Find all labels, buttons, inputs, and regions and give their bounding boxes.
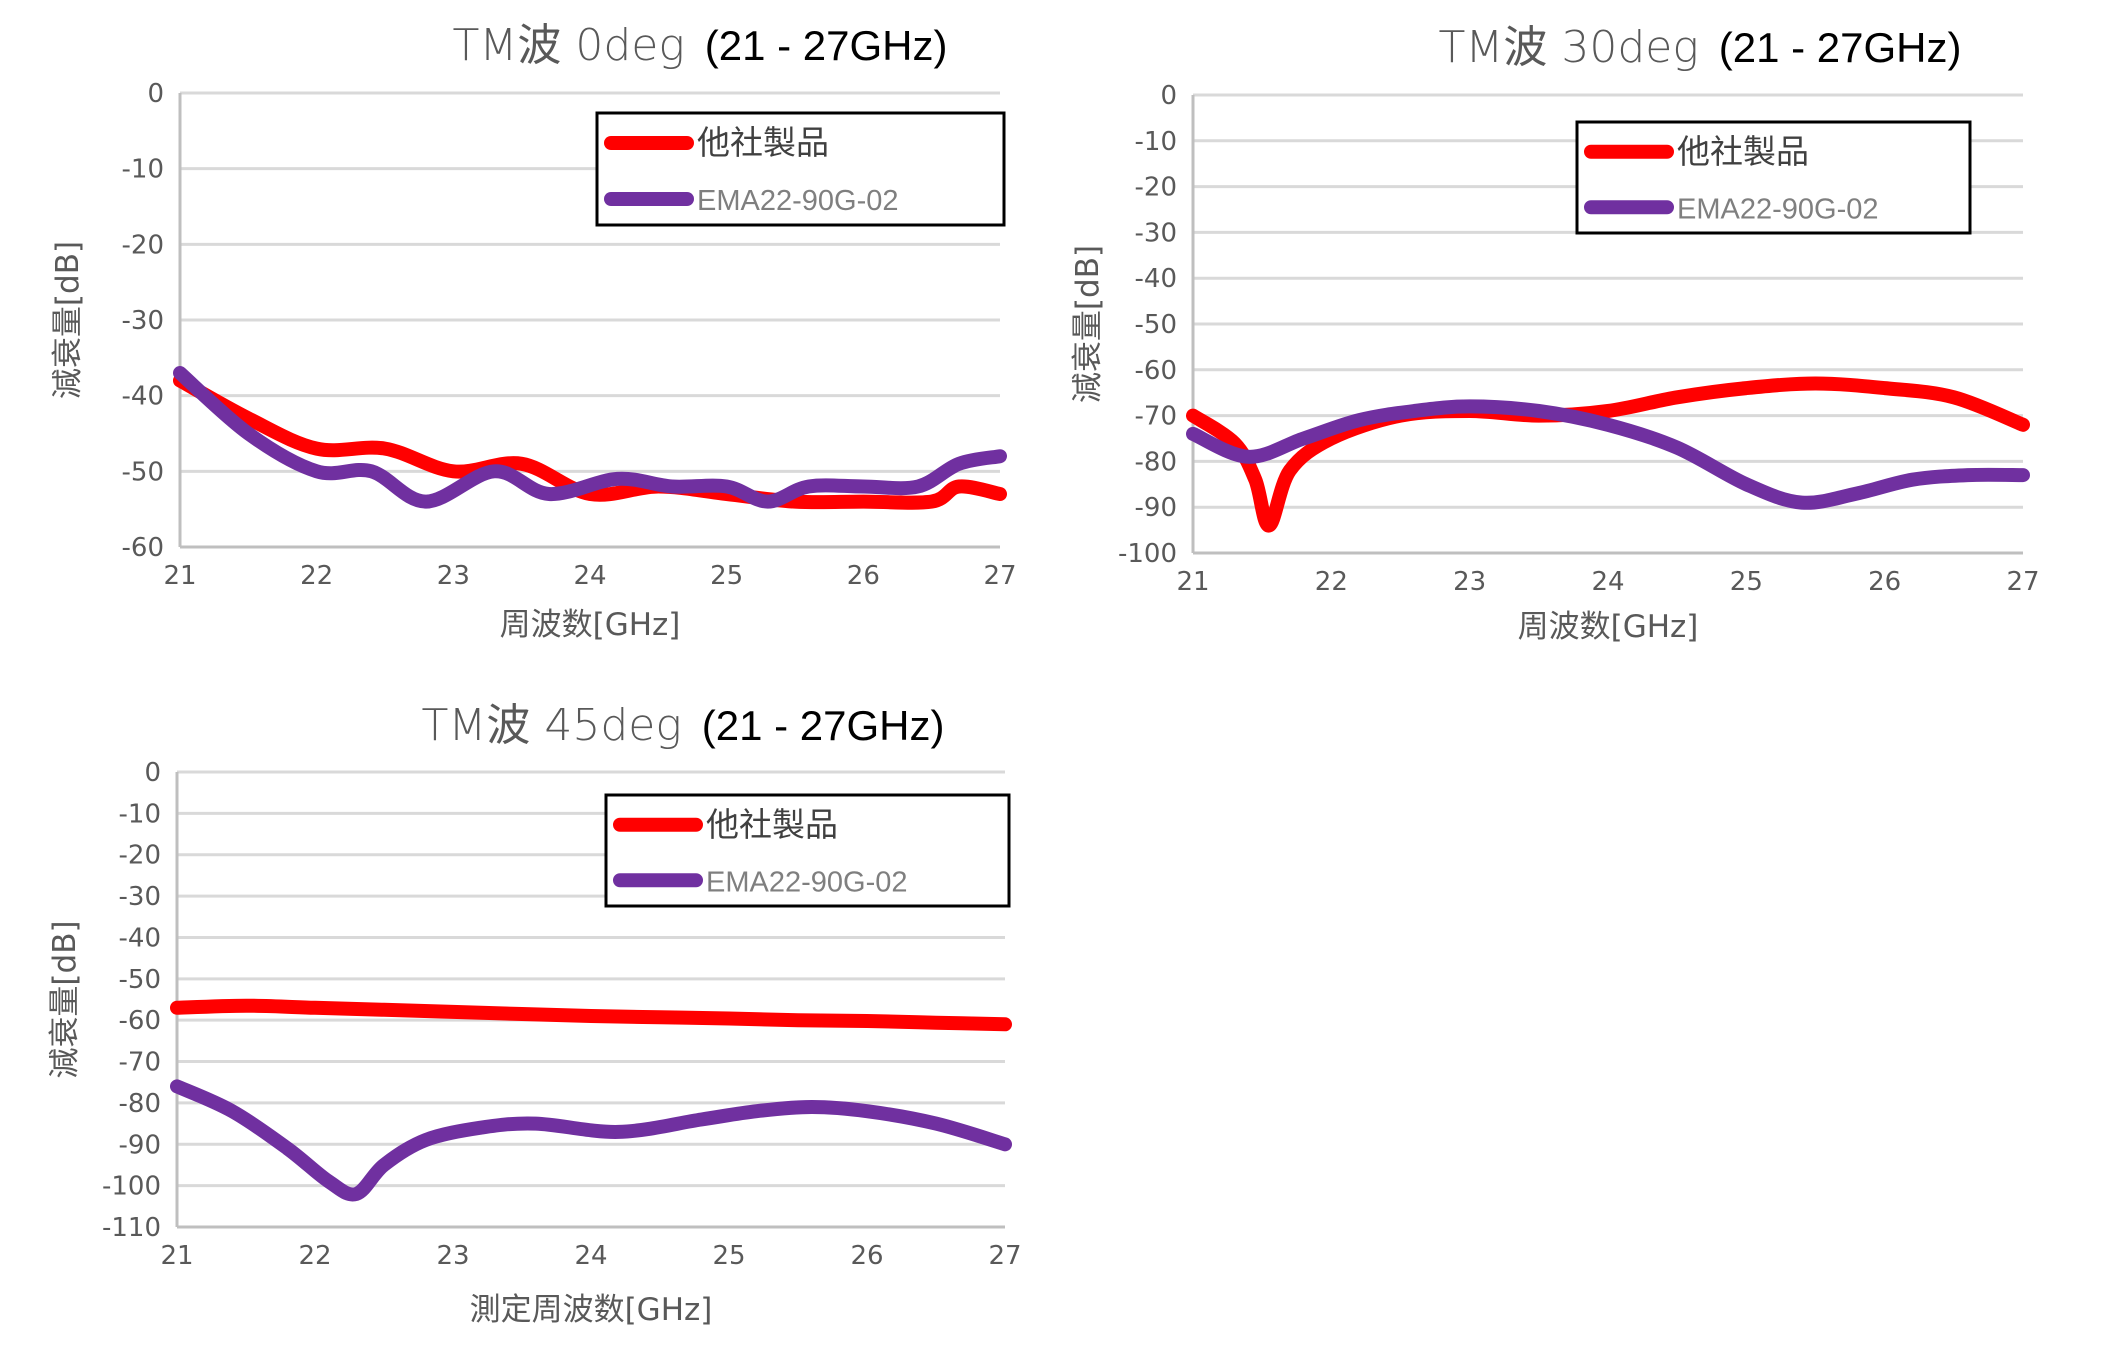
legend-label-2: EMA22-90G-02 [697, 185, 899, 217]
series-line-1 [1186, 376, 2030, 533]
y-tick-label: -30 [119, 882, 161, 912]
y-tick-label: -20 [119, 841, 161, 871]
x-tick-label: 25 [712, 1241, 745, 1271]
x-axis-label: 周波数[GHz] [1518, 609, 1699, 645]
y-tick-label: 0 [144, 758, 161, 788]
chart-tm-0deg: TM波 0deg (21 - 27GHz)0-10-20-30-40-50-602… [50, 20, 1017, 643]
chart-title-range: (21 - 27GHz) [705, 22, 948, 69]
y-axis-label: 減衰量[dB] [50, 241, 86, 399]
chart-title-main: TM波 30deg [1439, 22, 1699, 73]
x-tick-label: 26 [850, 1241, 883, 1271]
x-tick-label: 24 [573, 561, 606, 591]
chart-title: TM波 45deg (21 - 27GHz) [422, 700, 945, 751]
y-tick-label: -110 [102, 1213, 161, 1243]
chart-title: TM波 0deg (21 - 27GHz) [453, 20, 948, 71]
legend-label-2: EMA22-90G-02 [706, 866, 908, 898]
chart-title-main: TM波 0deg [453, 20, 685, 71]
x-tick-label: 24 [574, 1241, 607, 1271]
y-tick-label: -30 [1135, 218, 1177, 248]
y-tick-label: -60 [1135, 356, 1177, 386]
x-tick-label: 24 [1591, 567, 1624, 597]
x-tick-label: 21 [163, 561, 196, 591]
y-tick-label: -20 [1135, 173, 1177, 203]
x-tick-label: 27 [988, 1241, 1021, 1271]
x-tick-label: 22 [300, 561, 333, 591]
y-tick-label: -10 [122, 155, 164, 185]
legend-label-1: 他社製品 [697, 123, 829, 162]
x-tick-label: 21 [160, 1241, 193, 1271]
legend-box [1575, 120, 1972, 235]
x-tick-label: 27 [2006, 567, 2039, 597]
chart-tm-45deg: TM波 45deg (21 - 27GHz) 0 -10 -20 -30 -40 -50 -60… [47, 700, 1022, 1328]
x-tick-label: 26 [1868, 567, 1901, 597]
y-tick-label: 0 [1160, 81, 1177, 111]
y-tick-label: -30 [122, 306, 164, 336]
legend-label-1: 他社製品 [706, 805, 838, 844]
x-tick-label: 23 [1453, 567, 1486, 597]
y-tick-label: -100 [1118, 539, 1177, 569]
y-tick-label: -100 [102, 1172, 161, 1202]
y-tick-label: -70 [119, 1048, 161, 1078]
x-tick-label: 23 [436, 1241, 469, 1271]
x-tick-label: 21 [1176, 567, 1209, 597]
y-tick-label: -90 [1135, 493, 1177, 523]
y-tick-label: -90 [119, 1130, 161, 1160]
series-line-2 [1186, 399, 2030, 510]
legend-box [604, 793, 1011, 908]
y-tick-label: -50 [1135, 310, 1177, 340]
x-axis-label: 測定周波数[GHz] [470, 1292, 713, 1328]
y-tick-label: -80 [1135, 447, 1177, 477]
y-tick-label: -40 [1135, 264, 1177, 294]
chart-title-range: (21 - 27GHz) [702, 702, 945, 749]
x-tick-label: 25 [1730, 567, 1763, 597]
y-tick-label: -60 [119, 1006, 161, 1036]
x-tick-label: 22 [298, 1241, 331, 1271]
y-tick-label: -20 [122, 230, 164, 260]
y-tick-label: -70 [1135, 402, 1177, 432]
series-line-2 [170, 1079, 1012, 1202]
y-tick-label: -10 [119, 799, 161, 829]
x-tick-label: 26 [847, 561, 880, 591]
x-tick-label: 27 [983, 561, 1016, 591]
x-tick-label: 25 [710, 561, 743, 591]
series-line-2 [173, 366, 1007, 509]
y-tick-label: -40 [122, 382, 164, 412]
chart-title: TM波 30deg (21 - 27GHz) [1439, 22, 1962, 73]
y-tick-label: -40 [119, 923, 161, 953]
legend-label-1: 他社製品 [1677, 132, 1809, 171]
series-line-1 [170, 998, 1012, 1032]
chart-title-range: (21 - 27GHz) [1719, 24, 1962, 71]
legend-label-2: EMA22-90G-02 [1677, 193, 1879, 225]
y-axis-label: 減衰量[dB] [47, 920, 83, 1078]
y-tick-label: 0 [147, 79, 164, 109]
y-tick-label: -80 [119, 1089, 161, 1119]
y-tick-label: -50 [122, 457, 164, 487]
x-tick-label: 22 [1315, 567, 1348, 597]
chart-tm-30deg: TM波 30deg (21 - 27GHz) 0 -10 -20 -30 -40 -50 -60… [1070, 22, 2040, 645]
x-axis-label: 周波数[GHz] [500, 607, 681, 643]
chart-title-main: TM波 45deg [422, 700, 682, 751]
y-tick-label: -10 [1135, 127, 1177, 157]
y-tick-label: -60 [122, 533, 164, 563]
legend-box [595, 111, 1006, 227]
series-line-1 [173, 373, 1007, 510]
y-axis-label: 減衰量[dB] [1070, 245, 1106, 403]
y-tick-label: -50 [119, 965, 161, 995]
x-tick-label: 23 [437, 561, 470, 591]
